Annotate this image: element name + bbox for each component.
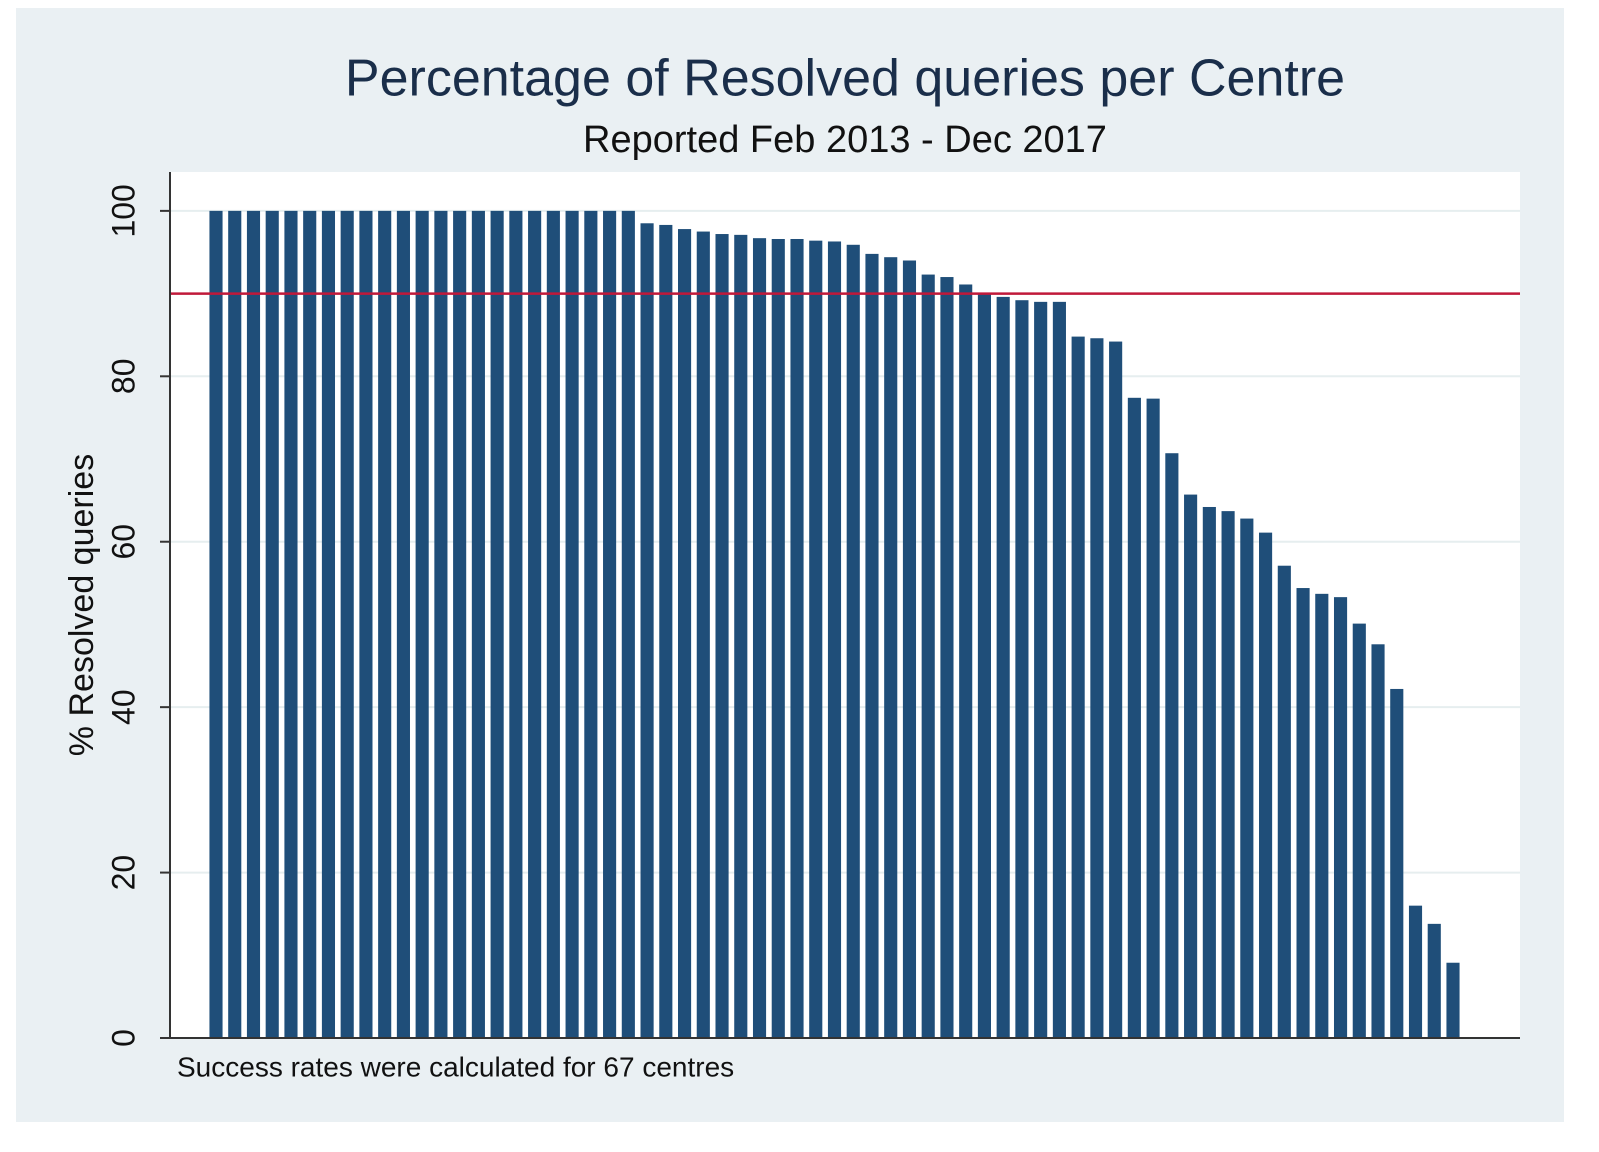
bar — [1352, 623, 1366, 1038]
bar — [1034, 301, 1048, 1038]
bar — [1221, 511, 1235, 1038]
bar — [790, 238, 804, 1038]
bar — [902, 260, 917, 1038]
bar — [1202, 506, 1216, 1038]
bar — [1315, 593, 1329, 1038]
bar — [340, 210, 354, 1038]
bar — [321, 210, 336, 1038]
bar — [1333, 597, 1348, 1038]
bar — [809, 240, 823, 1039]
note: Success rates were calculated for 67 cen… — [177, 1051, 734, 1082]
bar — [734, 234, 748, 1038]
bar — [1446, 962, 1460, 1038]
bar — [1127, 397, 1141, 1038]
bar — [509, 210, 523, 1038]
bar — [959, 284, 973, 1038]
bar — [715, 234, 729, 1039]
bar — [865, 253, 879, 1039]
chart-title: Percentage of Resolved queries per Centr… — [345, 50, 1345, 108]
bar — [996, 296, 1010, 1039]
bar — [1015, 300, 1029, 1038]
bar — [584, 210, 598, 1038]
bar — [827, 241, 842, 1038]
bar — [565, 210, 579, 1038]
bar — [640, 223, 654, 1039]
bar — [771, 238, 785, 1038]
bar — [378, 210, 392, 1038]
bar — [434, 210, 448, 1038]
bar — [1371, 644, 1385, 1038]
bar — [603, 210, 617, 1038]
bar — [284, 210, 298, 1038]
bar — [752, 238, 767, 1038]
bar — [940, 277, 954, 1038]
bar — [396, 210, 410, 1038]
bar — [228, 210, 242, 1038]
bar — [490, 210, 504, 1038]
bar — [1165, 453, 1179, 1038]
bar — [921, 274, 935, 1039]
bar — [453, 210, 467, 1038]
y-tick-label: 60 — [105, 524, 141, 560]
bar — [359, 210, 373, 1038]
bar — [246, 210, 261, 1038]
bar — [265, 210, 279, 1038]
bar — [1296, 588, 1310, 1038]
bar — [1427, 923, 1441, 1038]
y-tick-label: 40 — [105, 689, 141, 725]
bar — [659, 224, 673, 1038]
y-tick-label: 80 — [105, 359, 141, 395]
bar — [1146, 398, 1160, 1038]
bar — [1277, 565, 1291, 1038]
bar — [1109, 341, 1123, 1038]
bar — [546, 210, 560, 1038]
bar — [977, 292, 991, 1038]
chart-subtitle: Reported Feb 2013 - Dec 2017 — [583, 119, 1107, 161]
bar — [209, 210, 223, 1038]
bar — [678, 229, 692, 1038]
bar — [1240, 518, 1254, 1038]
bar — [621, 210, 635, 1038]
y-tick-label: 20 — [105, 855, 141, 891]
bar — [415, 210, 429, 1038]
bar — [1071, 336, 1085, 1038]
bar — [1052, 301, 1066, 1038]
bar — [303, 210, 317, 1038]
bar — [696, 231, 710, 1039]
y-tick-label: 0 — [105, 1029, 141, 1047]
y-tick-label: 100 — [105, 184, 141, 237]
plot-area — [170, 172, 1520, 1038]
bar — [1090, 338, 1104, 1038]
bar — [1259, 532, 1273, 1038]
y-axis-label: % Resolved queries — [63, 454, 101, 756]
bar — [884, 257, 898, 1039]
bar — [528, 210, 542, 1038]
bar — [846, 244, 860, 1039]
bar — [1390, 688, 1404, 1038]
bar — [1408, 905, 1423, 1038]
bar — [1184, 494, 1198, 1038]
bar — [471, 210, 485, 1038]
